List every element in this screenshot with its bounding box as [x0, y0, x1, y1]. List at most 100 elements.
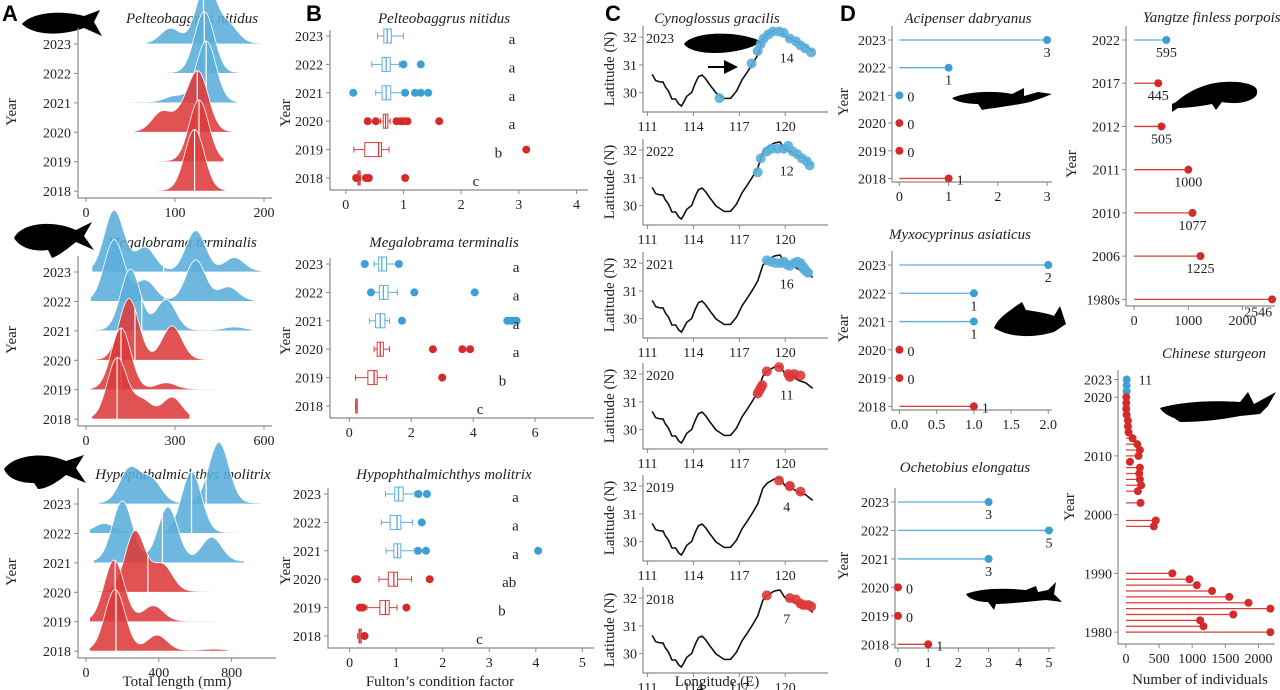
significance-letter-2019: b	[495, 146, 503, 162]
lollipop-ytick-label: 2006	[1092, 250, 1120, 265]
box-ylabel: Year	[278, 327, 294, 355]
box-ytick-label: 2020	[295, 343, 323, 358]
lollipop-point-2011	[1184, 165, 1193, 174]
lollipop-point-2023	[1122, 375, 1131, 384]
map-ytick-label: 30	[623, 648, 637, 663]
lollipop-point-2018	[1122, 404, 1131, 413]
box-ytick-label: 2019	[295, 144, 323, 159]
density-ridge-2021	[125, 40, 238, 104]
lollipop-point-2020	[895, 345, 904, 354]
map-ytick-label: 31	[623, 285, 637, 300]
chart-title: Megalobrama terminalis	[368, 235, 519, 251]
lollipop-ytick-label: 1980s	[1087, 293, 1120, 308]
lollipop-ytick-label: 2021	[858, 316, 886, 331]
sturgeon-axis-line	[1117, 370, 1275, 645]
lollipop-ytick-label: 2011	[1093, 164, 1120, 179]
map-year-label: 2020	[646, 369, 674, 384]
yangtze-river-line	[651, 141, 814, 221]
outlier-point	[399, 60, 408, 69]
box-xtick-label: 4	[573, 198, 580, 213]
box-xtick-label: 2	[458, 198, 465, 213]
value-label: 3	[985, 508, 992, 523]
map-xtick-label: 114	[683, 681, 703, 690]
sturgeon-xtick-label: 0	[1122, 652, 1129, 667]
lollipop-ytick-label: 2021	[858, 89, 886, 104]
sturgeon-xtick-label: 1500	[1211, 652, 1239, 667]
outlier-point	[470, 288, 479, 297]
lollipop-point-2020	[894, 583, 903, 592]
significance-letter-2023: a	[512, 490, 519, 506]
outlier-point	[353, 575, 362, 584]
sample-point	[761, 590, 772, 601]
outlier-point	[417, 518, 426, 527]
box-xtick-label: 1	[393, 656, 400, 671]
map-xtick-label: 117	[729, 457, 749, 472]
map-ytick-label: 30	[623, 313, 637, 328]
lollipop-ytick-label: 2023	[858, 259, 886, 274]
box-axis-line	[329, 258, 594, 419]
box-ytick-label: 2022	[293, 516, 321, 531]
map-ytick-label: 32	[623, 480, 637, 495]
ridge-ytick-label: 2019	[43, 616, 71, 631]
outlier-point	[360, 260, 369, 268]
lollipop-point-2010	[1134, 451, 1143, 460]
box-xtick-label: 4	[470, 426, 477, 441]
box-ytick-label: 2023	[293, 488, 321, 503]
ridgeline-chart-hypophthalmichthys: Hypophthalmichthys molitrix2023202220212…	[4, 441, 276, 690]
value-label: 3	[1044, 46, 1051, 61]
outlier-point	[352, 174, 361, 182]
ridge-ytick-label: 2018	[43, 413, 71, 428]
value-label: 0	[907, 90, 914, 105]
value-label: 0	[907, 345, 914, 360]
lollipop-point-2020	[895, 119, 904, 128]
ridge-xtick-label: 600	[254, 434, 275, 449]
lollipop-point-2014	[1124, 428, 1133, 437]
lollipop-point-1984	[1266, 604, 1275, 613]
panel-letter-a: A	[2, 1, 18, 26]
ridge-ylabel: Year	[4, 558, 20, 586]
tongue-sole-silhouette-icon	[684, 33, 768, 53]
outlier-point	[371, 117, 380, 126]
significance-letter-2022: a	[513, 288, 520, 304]
value-label: 1	[936, 639, 943, 654]
river-map-2022: 2022 12 30 31 32 111 114 117 120 Latitude (N)	[602, 139, 828, 248]
value-label: 1	[957, 173, 964, 188]
lollipop-ytick-label: 2017	[1092, 77, 1120, 92]
lollipop-point-2005	[1137, 481, 1146, 490]
outlier-point	[360, 632, 369, 640]
lollipop-xtick-label: 3	[985, 656, 992, 671]
lollipop-ytick-label: 2023	[858, 34, 886, 49]
sample-point	[806, 47, 817, 58]
sample-point	[761, 366, 772, 377]
lollipop-ytick-label: 2012	[1092, 120, 1120, 135]
iqr-box-2020	[387, 571, 399, 587]
value-label: 1225	[1187, 262, 1215, 277]
outlier-point	[425, 575, 434, 584]
ridgeline-chart-megalobrama: Megalobrama terminalis202320222021202020…	[4, 209, 275, 449]
ridge-ytick-label: 2021	[43, 325, 71, 340]
map-count-label: 4	[783, 501, 790, 516]
box-ytick-label: 2021	[293, 545, 321, 560]
lollipop-xtick-label: 0.0	[891, 418, 909, 433]
box-axis-line	[327, 488, 594, 649]
density-ridge-2022	[163, 11, 240, 74]
lollipop-ylabel: Year	[1064, 150, 1080, 178]
lollipop-point-2023	[1043, 36, 1052, 44]
value-label: 1077	[1178, 219, 1206, 234]
outlier-point	[358, 603, 367, 612]
density-ridge-2018	[91, 356, 191, 420]
boxplot-chart-megalobrama: Megalobrama terminalisaaaabc202320222021…	[278, 235, 594, 441]
lollipop-point-2019	[894, 611, 903, 620]
lollipop-ylabel: Year	[836, 88, 852, 116]
lollipop-point-2002	[1136, 498, 1145, 507]
lollipop-xtick-label: 0.5	[928, 418, 946, 433]
lollipop-point-2018	[969, 402, 978, 411]
lollipop-xtick-label: 1	[945, 190, 952, 205]
outlier-point	[414, 546, 423, 555]
river-map-2020: 2020 11 30 31 32 111 114 117 120 Latitude (N)	[602, 362, 828, 472]
ridge-ytick-label: 2020	[43, 126, 71, 141]
box-ytick-label: 2023	[295, 258, 323, 273]
map-year-label: 2018	[646, 593, 674, 608]
lollipop-ytick-label: 2019	[858, 372, 886, 387]
lollipop-point-2021	[895, 91, 904, 100]
